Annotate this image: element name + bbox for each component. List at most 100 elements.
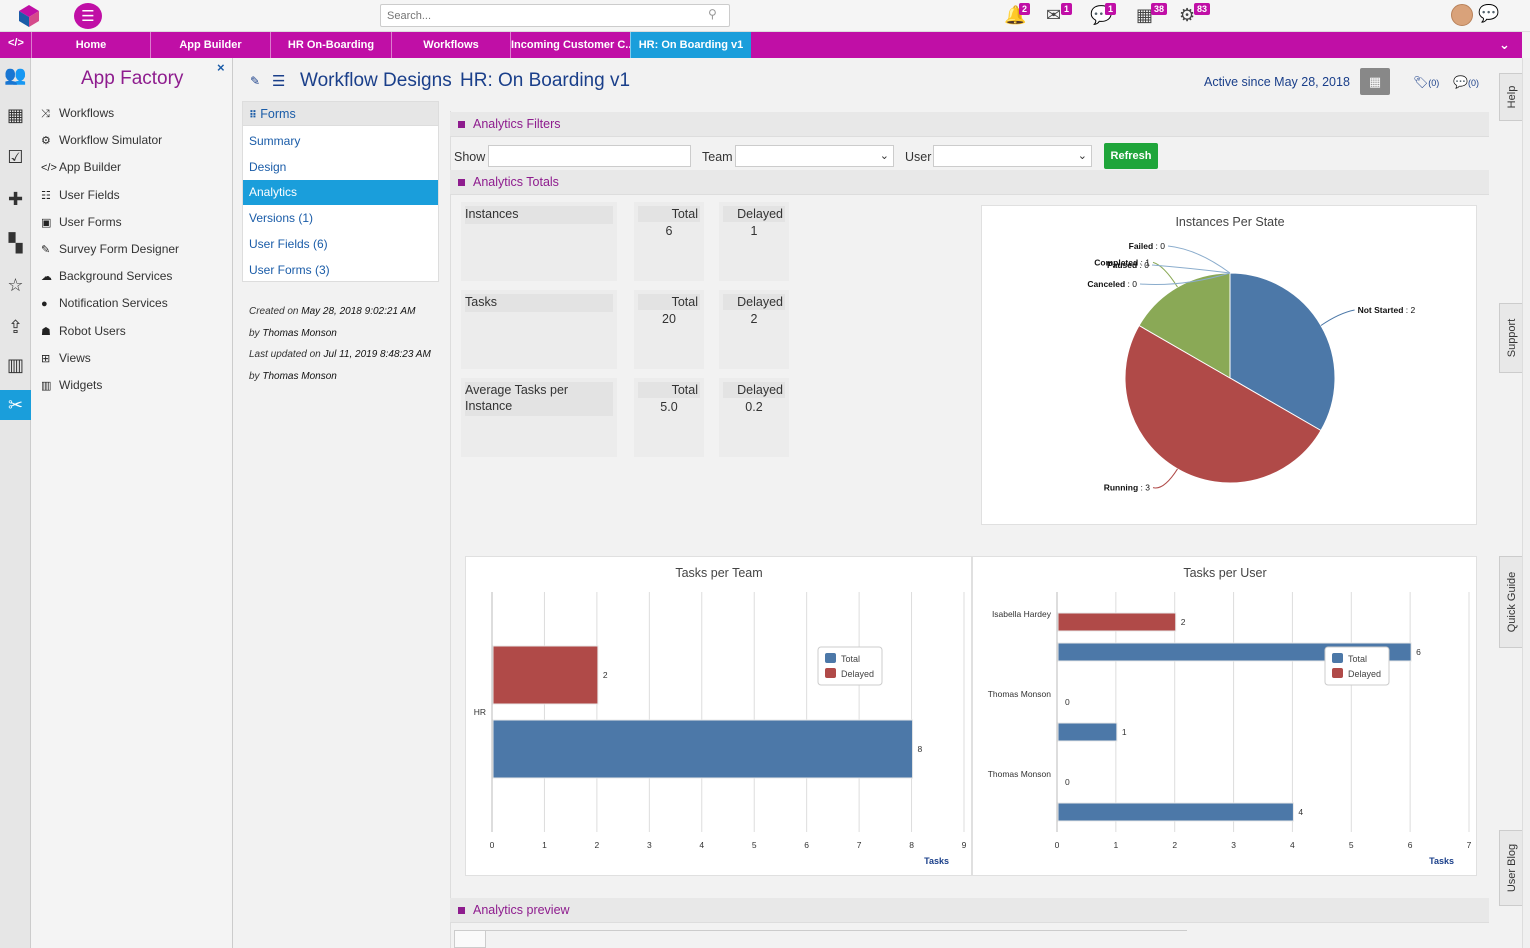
mail-icon[interactable]: ✉ 1 xyxy=(1046,3,1073,26)
totals-row-label: Tasks xyxy=(461,290,617,369)
side-tab-label: Support xyxy=(1505,318,1518,358)
created-date: May 28, 2018 9:02:21 AM xyxy=(301,306,416,317)
team-select[interactable]: ⌄ xyxy=(735,145,894,167)
bar-total xyxy=(1057,802,1294,822)
forms-nav-item[interactable]: User Forms (3) xyxy=(249,262,330,277)
calendar-icon[interactable]: ▦ xyxy=(6,105,24,125)
user-avatar[interactable] xyxy=(1451,4,1473,26)
bar-value-label: 8 xyxy=(918,744,923,754)
side-tab-help[interactable]: Help xyxy=(1499,73,1523,121)
show-input[interactable] xyxy=(488,145,691,167)
side-menu-item[interactable]: ⊞ Views xyxy=(41,348,91,368)
team-label: Team xyxy=(702,150,733,164)
forms-nav-item[interactable]: Analytics xyxy=(243,180,438,206)
menu-item-icon: ⊞ xyxy=(41,352,51,365)
tools-icon[interactable]: ✂ xyxy=(0,390,31,420)
tags-count[interactable]: 🏷(0) xyxy=(1413,75,1439,89)
legend-swatch xyxy=(1332,653,1343,663)
totals-total-cell: Total 6 xyxy=(634,202,704,281)
reports-icon[interactable]: ▥ xyxy=(6,355,24,375)
page-scrollbar[interactable] xyxy=(1522,58,1530,948)
forms-nav-item[interactable]: User Fields (6) xyxy=(249,236,328,251)
search-input[interactable] xyxy=(380,4,730,27)
side-tab-support[interactable]: Support xyxy=(1499,303,1523,373)
pie-slice xyxy=(1124,324,1322,484)
star-icon[interactable]: ☆ xyxy=(7,275,24,295)
side-tab-quick-guide[interactable]: Quick Guide xyxy=(1499,556,1523,648)
user-select[interactable]: ⌄ xyxy=(933,145,1092,167)
comment-count-label: (0) xyxy=(1467,78,1479,88)
totals-delayed-cell: Delayed 1 xyxy=(719,202,789,281)
gears-icon-glyph: ⚙ xyxy=(1179,5,1196,25)
forms-title: Forms xyxy=(260,107,296,121)
totals-total-value: 20 xyxy=(662,312,676,326)
side-menu-item[interactable]: </> App Builder xyxy=(41,157,121,177)
chevron-down-icon[interactable]: ⌄ xyxy=(1499,37,1510,52)
chart-title: Tasks per Team xyxy=(675,566,762,580)
calendar-button[interactable]: ▦ xyxy=(1360,68,1390,95)
bell-icon[interactable]: 🔔 2 xyxy=(1004,3,1031,26)
forms-nav-item[interactable]: Versions (1) xyxy=(249,211,314,226)
y-category-label: HR xyxy=(474,707,486,717)
tab-3[interactable]: Workflows xyxy=(391,32,510,58)
side-menu-item[interactable]: ☗ Robot Users xyxy=(41,321,126,341)
preview-cell[interactable] xyxy=(454,930,486,948)
list-icon[interactable]: ☰ xyxy=(272,73,286,90)
x-tick-label: 0 xyxy=(1055,840,1060,850)
analytics-filters-header[interactable]: Analytics Filters xyxy=(450,112,1489,137)
users-icon[interactable]: 👥 xyxy=(4,65,27,85)
menu-item-label: Background Services xyxy=(59,269,173,284)
x-tick-label: 3 xyxy=(1231,840,1236,850)
code-icon[interactable]: </> xyxy=(8,37,24,49)
show-label: Show xyxy=(454,150,486,164)
refresh-button[interactable]: Refresh xyxy=(1104,143,1158,169)
side-menu-item[interactable]: ● Notification Services xyxy=(41,293,168,313)
icon-rail: 👥 ▦ ☑ ✚ ▚ ☆ ⇪ ▥ ✂ xyxy=(0,58,31,948)
chat-icon[interactable]: 💬 xyxy=(1478,4,1500,23)
side-menu-item[interactable]: ▥ Widgets xyxy=(41,375,102,395)
pie-slice-label: Running : 3 xyxy=(1104,483,1151,493)
pie-slice-label: Canceled : 0 xyxy=(1087,279,1137,289)
dashboard-icon[interactable]: ▚ xyxy=(8,233,23,253)
side-menu-item[interactable]: ⤨ Workflows xyxy=(41,103,114,123)
forms-nav-item[interactable]: Design xyxy=(249,159,287,174)
menu-item-label: Survey Form Designer xyxy=(59,242,180,256)
x-tick-label: 1 xyxy=(1113,840,1118,850)
search-icon[interactable]: ⚲ xyxy=(708,7,717,21)
analytics-totals-header[interactable]: Analytics Totals xyxy=(450,170,1489,195)
totals-delayed-cell: Delayed 2 xyxy=(719,290,789,369)
chat-bubble-icon[interactable]: 💬 1 xyxy=(1090,3,1117,26)
forms-panel: ⠿ Forms Summary Design Analytics Versions (… xyxy=(242,101,439,282)
add-icon[interactable]: ✚ xyxy=(7,189,24,209)
tab-1[interactable]: App Builder xyxy=(150,32,270,58)
side-menu-item[interactable]: ✎ Survey Form Designer xyxy=(41,239,179,259)
gears-icon[interactable]: ⚙ 83 xyxy=(1179,3,1211,26)
tab-0[interactable]: Home xyxy=(31,32,150,58)
comments-count[interactable]: 💬(0) xyxy=(1453,75,1479,89)
tab-5[interactable]: HR: On Boarding v1 xyxy=(630,32,751,58)
tab-4[interactable]: Incoming Customer C... xyxy=(510,32,630,58)
menu-item-icon: ● xyxy=(41,298,48,311)
calendar-icon[interactable]: ▦ 38 xyxy=(1136,3,1168,26)
menu-item-icon: ⤨ xyxy=(41,108,50,120)
totals-row-label: Average Tasks per Instance xyxy=(461,378,617,457)
x-tick-label: 5 xyxy=(752,840,757,850)
bar-value-label: 2 xyxy=(1181,617,1186,627)
upload-icon[interactable]: ⇪ xyxy=(7,317,24,337)
tab-2[interactable]: HR On-Boarding xyxy=(270,32,391,58)
edit-icon[interactable]: ✎ xyxy=(250,74,261,88)
forms-nav-item[interactable]: Summary xyxy=(249,134,301,148)
side-menu-item[interactable]: ▣ User Forms xyxy=(41,212,122,232)
menu-item-icon: ✎ xyxy=(41,244,51,256)
main-menu-button[interactable]: ☰ xyxy=(74,3,102,29)
team-chart-card: Tasks per Team 0 1 2 3 4 5 6 7 8 9 Tasks HR 2 8 Total De… xyxy=(465,556,972,876)
side-menu-item[interactable]: ☷ User Fields xyxy=(41,185,120,205)
checkbox-icon[interactable]: ☑ xyxy=(7,147,24,167)
side-tab-user-blog[interactable]: User Blog xyxy=(1499,830,1523,906)
totals-total-value: 5.0 xyxy=(660,400,678,414)
app-logo-icon[interactable] xyxy=(18,5,40,27)
analytics-preview-header[interactable]: Analytics preview xyxy=(450,898,1489,923)
close-icon[interactable]: × xyxy=(217,60,225,75)
side-menu-item[interactable]: ⚙ Workflow Simulator xyxy=(41,130,162,150)
side-menu-item[interactable]: ☁ Background Services xyxy=(41,266,172,286)
